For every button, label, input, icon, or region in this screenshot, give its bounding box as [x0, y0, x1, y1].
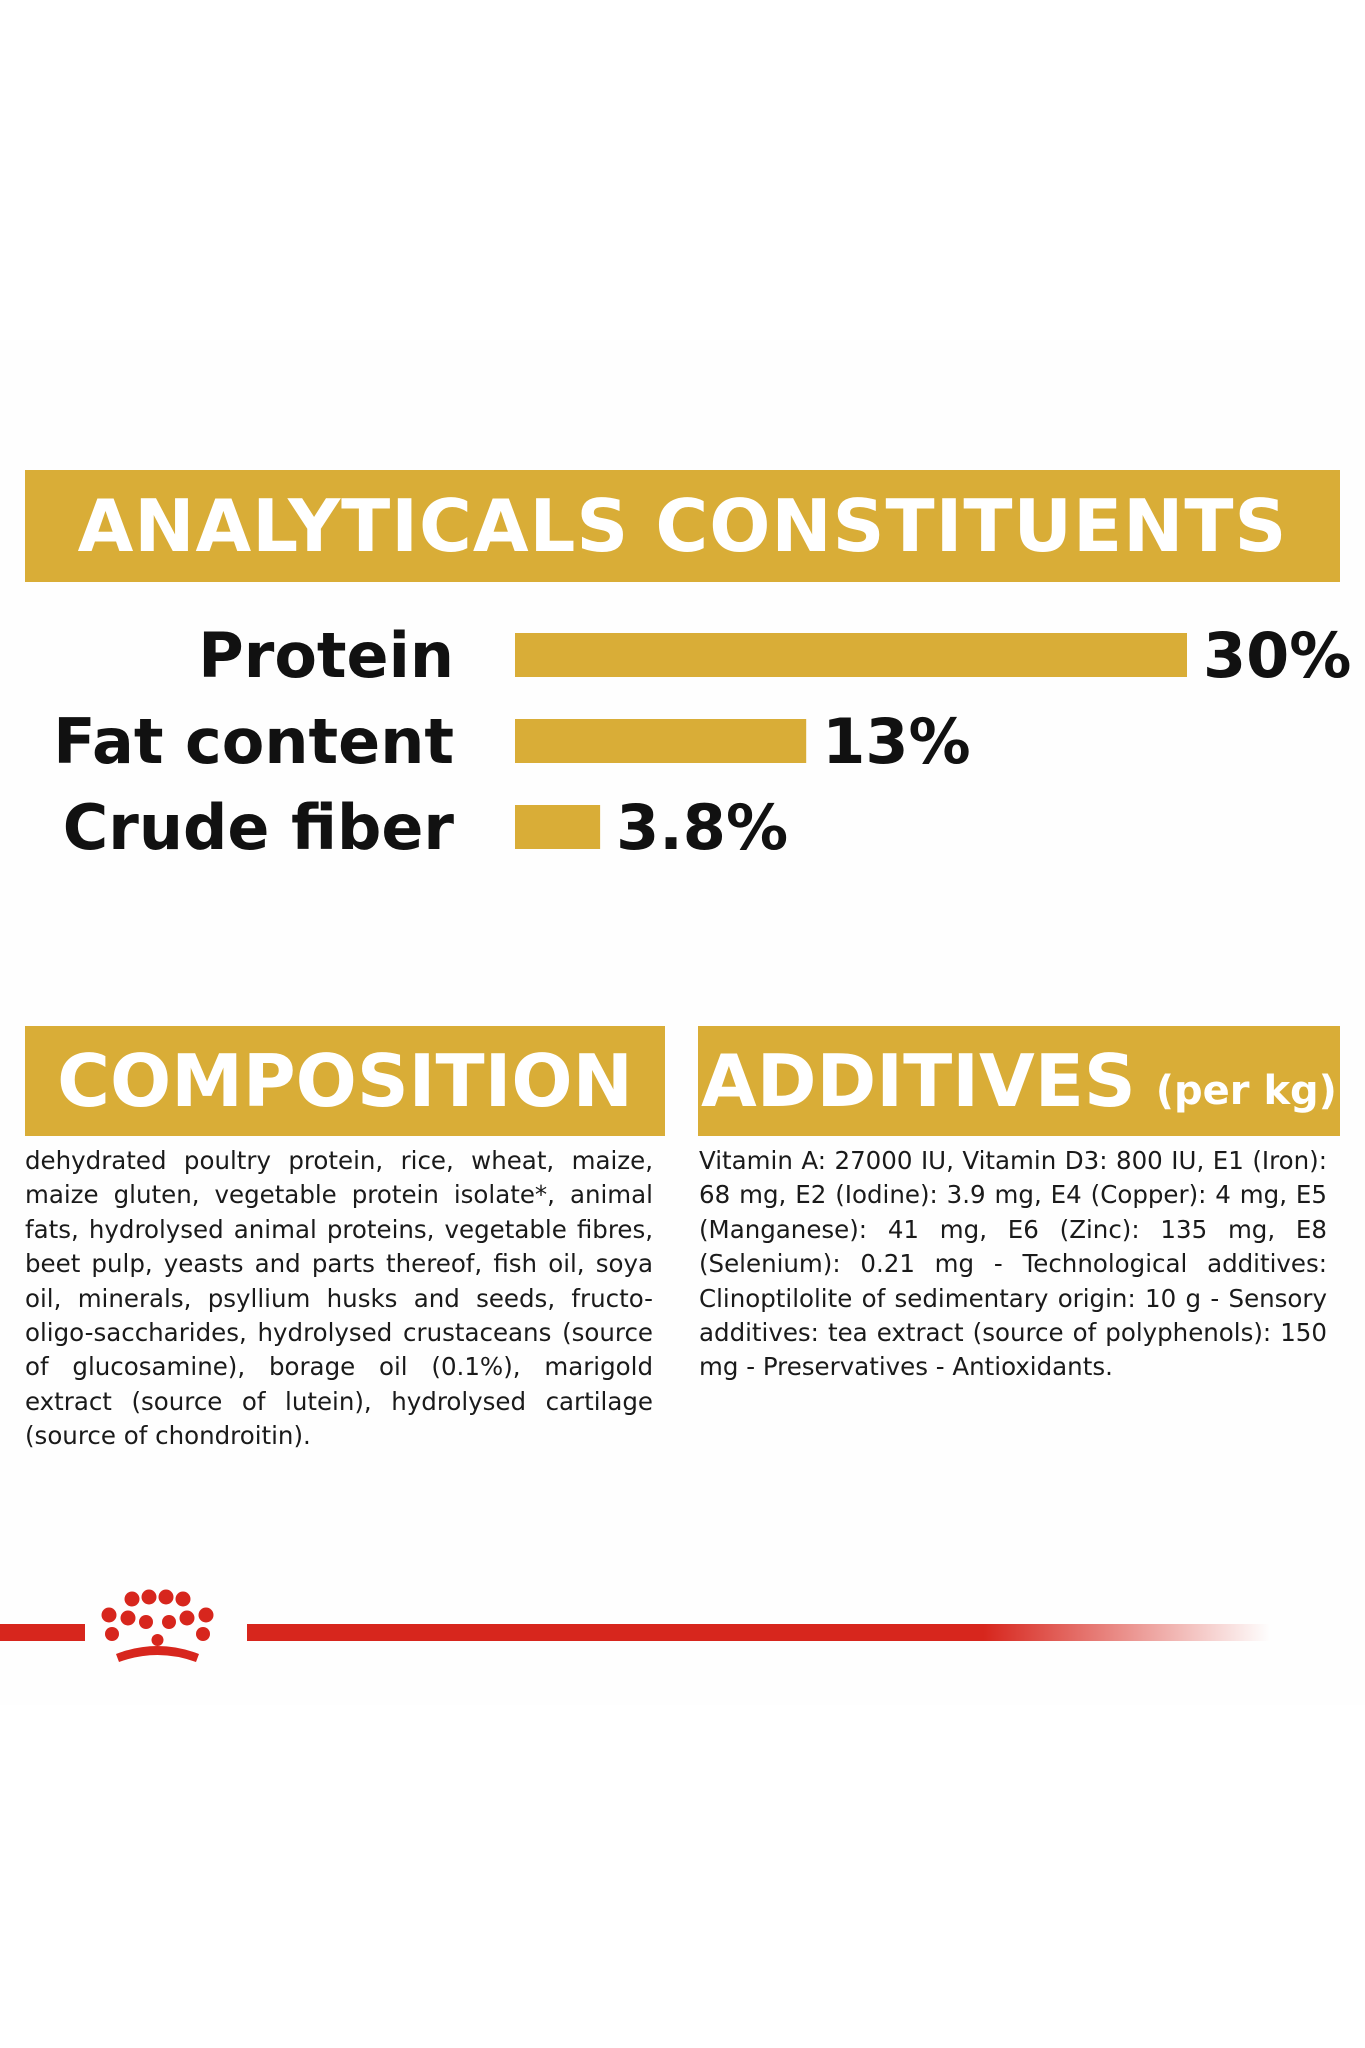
brand-stripe-right	[247, 1624, 1270, 1641]
bar	[515, 633, 1187, 677]
brand-stripe-left	[0, 1624, 85, 1641]
additives-subtitle: (per kg)	[1155, 1068, 1337, 1114]
constituents-bar-chart: Protein 30% Fat content 13% Crude fiber 3.8%	[53, 619, 1351, 864]
additives-title-band: ADDITIVES (per kg)	[698, 1026, 1340, 1136]
bar	[515, 719, 807, 763]
bar	[515, 805, 601, 849]
data-label: 30%	[1203, 619, 1351, 692]
brand-stripe	[0, 1589, 1270, 1662]
additives-title: ADDITIVES	[701, 1039, 1136, 1123]
composition-title-band: COMPOSITION	[25, 1026, 665, 1136]
data-label: 13%	[822, 705, 970, 778]
category-label: Crude fiber	[63, 791, 455, 864]
additives-text: Vitamin A: 27000 IU, Vitamin D3: 800 IU,…	[699, 1146, 1327, 1382]
crown-icon	[101, 1589, 214, 1662]
data-label: 3.8%	[616, 791, 788, 864]
category-label: Fat content	[53, 705, 454, 778]
composition-title: COMPOSITION	[57, 1039, 633, 1123]
composition-text: dehydrated poultry protein, rice, wheat,…	[25, 1146, 653, 1451]
analytics-title: ANALYTICALS CONSTITUENTS	[77, 484, 1288, 568]
category-label: Protein	[198, 619, 454, 692]
analytics-title-band: ANALYTICALS CONSTITUENTS	[25, 470, 1340, 582]
